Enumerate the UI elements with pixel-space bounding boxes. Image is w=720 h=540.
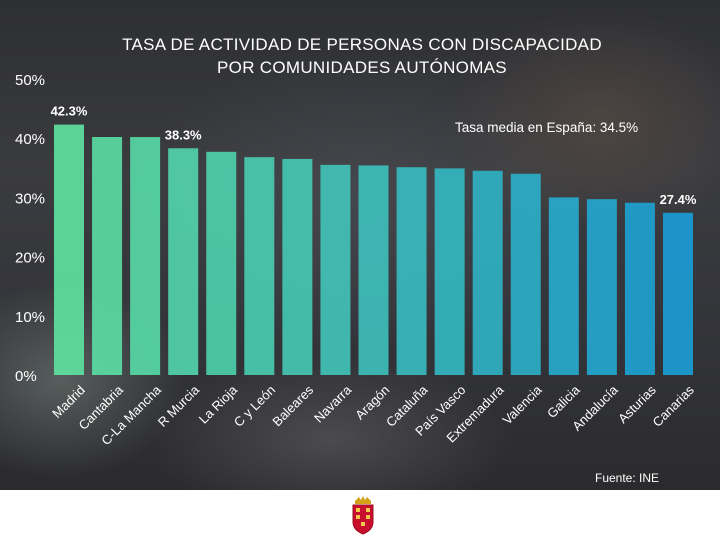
bar (586, 199, 617, 375)
bar (168, 148, 199, 375)
x-tick-label: C y León (231, 382, 278, 429)
bar (92, 137, 123, 375)
x-tick-label: Navarra (311, 382, 355, 426)
bars (54, 124, 693, 375)
y-tick-label: 50% (15, 72, 45, 89)
bar (624, 202, 655, 375)
y-tick-label: 10% (15, 309, 45, 326)
bar (510, 173, 541, 375)
bar (472, 170, 503, 375)
y-tick-label: 20% (15, 250, 45, 267)
bar (434, 168, 465, 375)
data-labels: 42.3% 38.3% 27.4% (51, 104, 697, 207)
chart-title-line-2: POR COMUNIDADES AUTÓNOMAS (217, 58, 507, 77)
average-annotation: Tasa media en España: 34.5% (455, 120, 638, 135)
y-axis: 0% 10% 20% 30% 40% 50% (15, 72, 45, 385)
bar (130, 137, 161, 375)
x-tick-label: Baleares (269, 382, 316, 429)
bar (206, 151, 237, 375)
bar (548, 197, 579, 375)
bar (396, 167, 427, 375)
bar (282, 158, 313, 375)
data-label: 38.3% (165, 127, 202, 142)
bar (54, 124, 84, 375)
chart-title-line-1: TASA DE ACTIVIDAD DE PERSONAS CON DISCAP… (122, 35, 602, 54)
bar (663, 212, 693, 375)
data-label: 42.3% (51, 104, 88, 119)
source-note: Fuente: INE (595, 471, 659, 485)
x-tick-label: Valencia (499, 382, 545, 428)
bar (320, 164, 351, 375)
x-tick-label: Canarias (650, 382, 698, 430)
bar (244, 157, 275, 375)
y-tick-label: 30% (15, 190, 45, 207)
x-tick-label: R Murcia (155, 382, 203, 430)
y-tick-label: 40% (15, 131, 45, 148)
y-tick-label: 0% (15, 368, 37, 385)
murcia-coat-of-arms-icon (352, 496, 374, 535)
bar (358, 165, 389, 375)
data-label: 27.4% (660, 192, 697, 207)
